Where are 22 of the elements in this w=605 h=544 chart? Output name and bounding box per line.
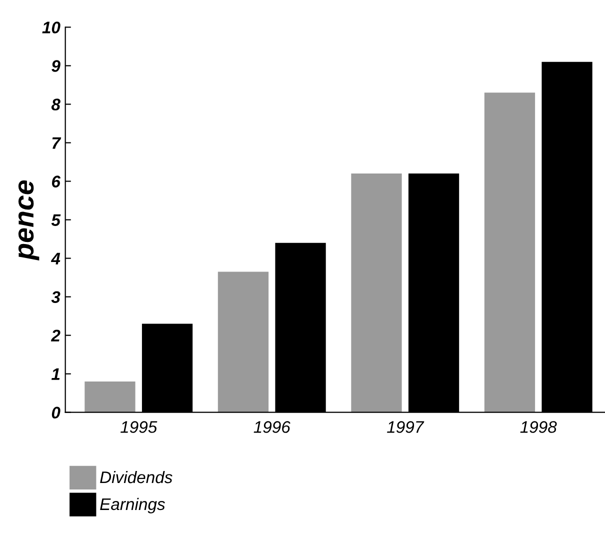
- y-tick-label: 1: [51, 368, 60, 380]
- bar: [484, 92, 536, 412]
- x-tick-label: 1996: [254, 421, 290, 433]
- y-tick-label: 2: [50, 330, 60, 342]
- y-axis-title: pence: [18, 180, 40, 261]
- legend-label: Earnings: [100, 498, 165, 514]
- y-tick-label: 6: [52, 176, 61, 188]
- x-tick-label: 1998: [520, 421, 557, 433]
- bar: [218, 272, 269, 412]
- y-tick-label: 9: [52, 60, 60, 72]
- bar: [84, 382, 136, 412]
- y-tick-label: 5: [51, 214, 61, 226]
- y-tick-label: 0: [52, 406, 60, 419]
- y-tick-label: 4: [50, 252, 60, 264]
- x-tick-label: 1995: [120, 421, 158, 433]
- x-tick-label: 1997: [387, 421, 424, 433]
- legend-label: Dividends: [100, 470, 172, 484]
- y-tick-label: 8: [51, 98, 60, 110]
- y-tick-label: 3: [51, 291, 60, 304]
- y-tick-label: 7: [52, 137, 62, 149]
- bar: [351, 174, 402, 412]
- y-tick-label: 10: [42, 22, 60, 34]
